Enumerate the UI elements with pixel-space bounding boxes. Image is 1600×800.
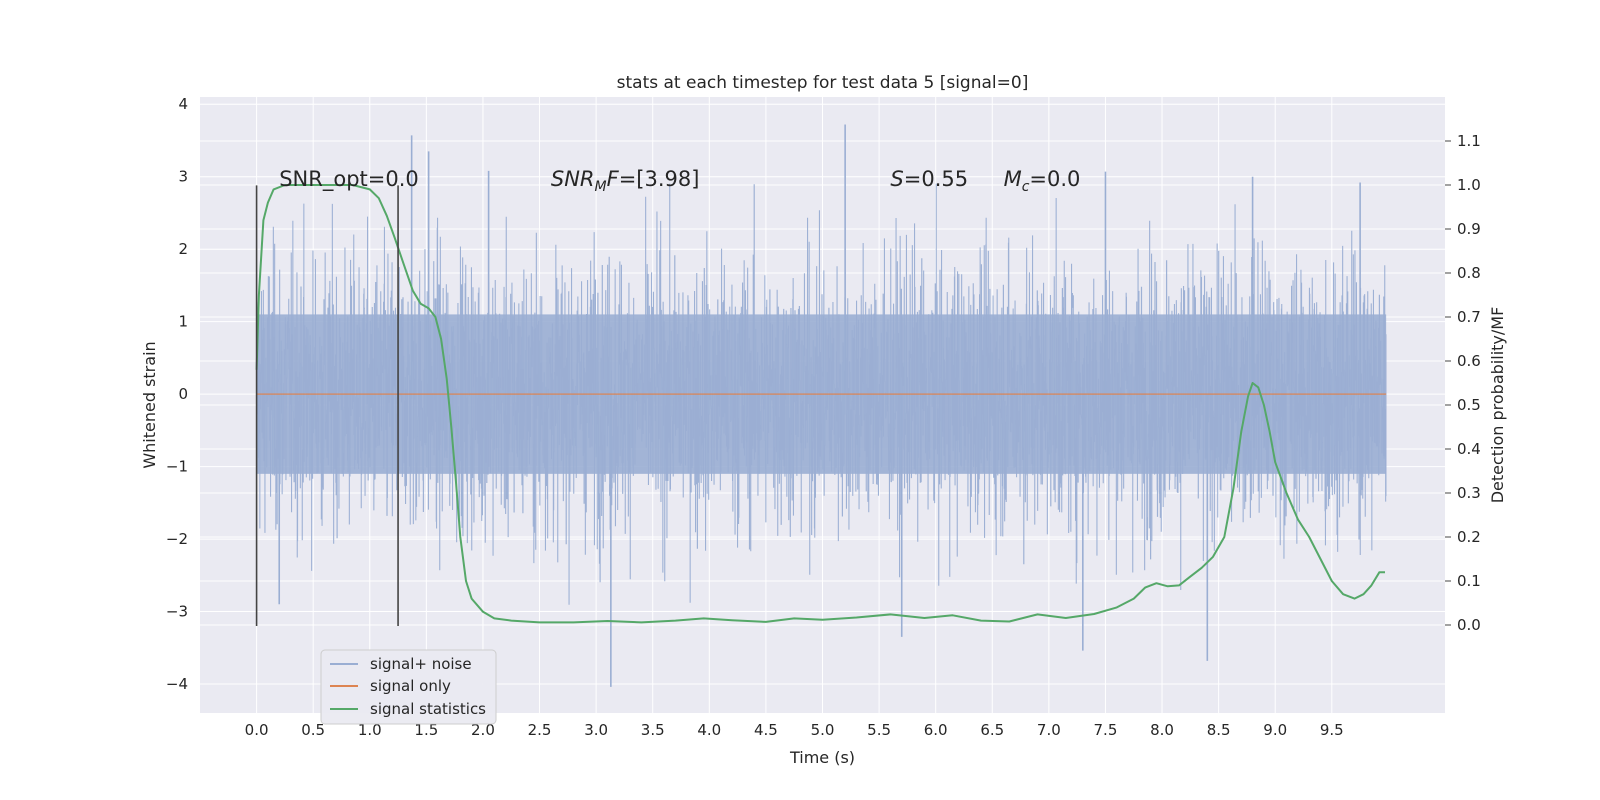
x-tick-label: 9.0 [1263, 721, 1287, 739]
x-tick-label: 7.5 [1094, 721, 1118, 739]
x-tick-label: 0.5 [301, 721, 325, 739]
annotation-label: Mc=0.0 [1004, 167, 1081, 195]
annotation-label: SNRMF=[3.98] [551, 167, 700, 195]
y-tick-label: 1 [178, 313, 188, 331]
x-axis-label: Time (s) [789, 748, 855, 767]
y-tick-label: 4 [178, 95, 188, 113]
y-tick-label: 2 [178, 240, 188, 258]
y-right-tick-label: 0.0 [1457, 616, 1481, 634]
x-tick-label: 8.5 [1207, 721, 1231, 739]
y-right-tick-label: 0.4 [1457, 440, 1481, 458]
chart-title: stats at each timestep for test data 5 [… [617, 73, 1029, 93]
x-tick-label: 4.5 [754, 721, 778, 739]
y-right-tick-label: 0.2 [1457, 528, 1481, 546]
x-tick-label: 6.0 [924, 721, 948, 739]
y-tick-label: 3 [178, 168, 188, 186]
y-right-tick-label: 0.5 [1457, 396, 1481, 414]
y-axis-label: Whitened strain [140, 341, 159, 468]
x-tick-label: 3.0 [584, 721, 608, 739]
y-right-tick-label: 0.9 [1457, 220, 1481, 238]
x-tick-label: 2.0 [471, 721, 495, 739]
annotation-label: S=0.55 [890, 167, 968, 191]
tick-labels: 0.0 0.5 1.0 1.5 2.0 2.5 3.0 3.5 4.0 4.5 5.0 5.5 6.0 6… [166, 95, 1481, 739]
x-tick-label: 9.5 [1320, 721, 1344, 739]
x-tick-label: 2.5 [528, 721, 552, 739]
y-right-tick-label: 0.8 [1457, 264, 1481, 282]
x-tick-label: 4.0 [697, 721, 721, 739]
annotations: SNR_opt=0.0 SNRMF=[3.98] S=0.55 Mc=0.0 [279, 167, 1080, 195]
y-right-tick-label: 0.3 [1457, 484, 1481, 502]
y-right-tick-label: 1.0 [1457, 176, 1481, 194]
y-tick-label: −1 [166, 458, 188, 476]
x-tick-label: 7.0 [1037, 721, 1061, 739]
x-tick-label: 0.0 [245, 721, 269, 739]
y-right-tick-label: 0.6 [1457, 352, 1481, 370]
vertical-markers [255, 185, 399, 627]
y-right-tick-label: 1.1 [1457, 132, 1481, 150]
legend: signal+ noise signal only signal statist… [320, 649, 497, 725]
series-layer [255, 184, 1387, 624]
legend-box [320, 649, 497, 725]
legend-label-noise: signal+ noise [370, 655, 472, 673]
x-tick-label: 1.0 [358, 721, 382, 739]
x-tick-label: 8.0 [1150, 721, 1174, 739]
y-tick-label: −3 [166, 603, 188, 621]
y-right-tick-label: 0.7 [1457, 308, 1481, 326]
legend-label-statistics: signal statistics [370, 700, 486, 718]
y-axis-right-label: Detection probability/MF [1488, 307, 1507, 504]
y-tick-label: 0 [178, 385, 188, 403]
y-tick-label: −4 [166, 675, 188, 693]
legend-label-signal: signal only [370, 677, 451, 695]
y-tick-label: −2 [166, 530, 188, 548]
x-tick-label: 5.5 [867, 721, 891, 739]
x-tick-label: 1.5 [414, 721, 438, 739]
series-line-signal-statistics [255, 184, 1385, 624]
x-tick-label: 6.5 [980, 721, 1004, 739]
y-right-tick-label: 0.1 [1457, 572, 1481, 590]
x-tick-label: 3.5 [641, 721, 665, 739]
annotation-label: SNR_opt=0.0 [279, 167, 419, 192]
x-tick-label: 5.0 [811, 721, 835, 739]
